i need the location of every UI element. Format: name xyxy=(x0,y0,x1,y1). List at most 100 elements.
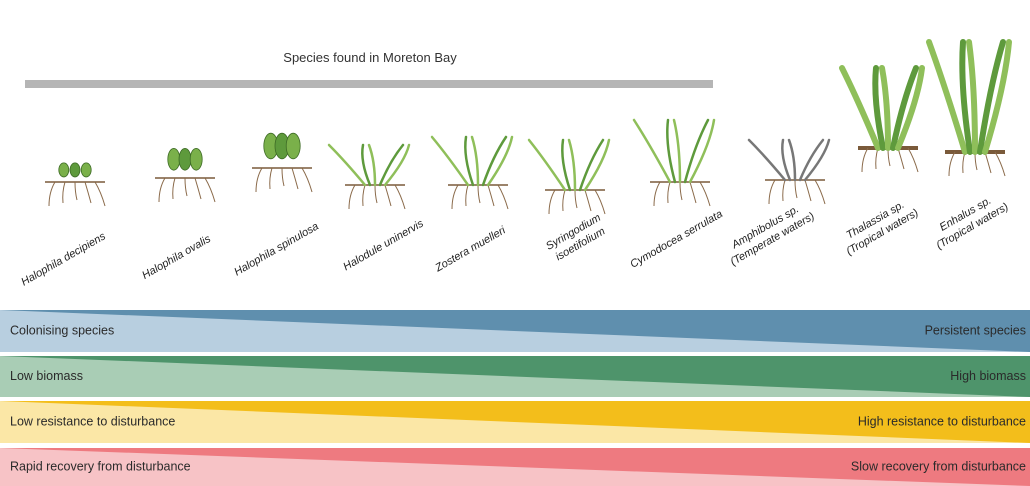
band-left-label: Rapid recovery from disturbance xyxy=(10,459,191,473)
root xyxy=(95,182,105,206)
root xyxy=(995,152,1005,176)
root xyxy=(282,168,284,186)
species-label: Cymodocea serrulata xyxy=(628,208,725,271)
root xyxy=(795,180,797,198)
root xyxy=(585,190,591,211)
moreton-bay-title: Species found in Moreton Bay xyxy=(283,50,457,65)
root xyxy=(862,148,868,172)
band-left-label: Low biomass xyxy=(10,369,83,383)
leaf xyxy=(190,148,202,170)
root xyxy=(963,152,965,173)
root xyxy=(815,180,825,204)
diagram: Species found in Moreton Bay Halophila d… xyxy=(0,0,1030,486)
root xyxy=(805,180,811,201)
band-right-label: Persistent species xyxy=(925,323,1026,337)
plant xyxy=(929,42,1009,176)
blade xyxy=(432,137,468,185)
blade xyxy=(362,145,370,185)
plant xyxy=(329,145,409,209)
root xyxy=(195,178,201,199)
root xyxy=(375,185,377,203)
moreton-bay-bar xyxy=(25,80,713,88)
gradient-band: Low biomass High biomass xyxy=(0,356,1030,397)
species-name: Zostera muelleri xyxy=(432,224,508,275)
root xyxy=(292,168,298,189)
blade xyxy=(667,120,675,182)
root xyxy=(949,152,955,176)
blade xyxy=(749,140,785,180)
band-right-label: High biomass xyxy=(950,369,1026,383)
root xyxy=(173,178,175,199)
blade xyxy=(634,120,670,182)
root xyxy=(185,178,187,196)
species-labels: Halophila decipiens Halophila ovalis Halop… xyxy=(19,189,1011,289)
gradient-band: Rapid recovery from disturbance Slow reco… xyxy=(0,448,1030,486)
species-label: Zostera muelleri xyxy=(432,224,508,275)
leaf xyxy=(59,163,69,177)
species-label: Enhalus sp.(Tropical waters) xyxy=(927,189,1011,252)
root xyxy=(488,185,494,206)
root xyxy=(159,178,165,202)
root xyxy=(205,178,215,202)
root xyxy=(783,180,785,201)
species-name: Cymodocea serrulata xyxy=(628,208,725,271)
plant xyxy=(842,68,922,172)
root xyxy=(466,185,468,206)
blade xyxy=(562,140,570,190)
plant xyxy=(749,140,829,204)
root xyxy=(498,185,508,209)
root xyxy=(478,185,480,203)
band-right-label: Slow recovery from disturbance xyxy=(851,459,1026,473)
gradient-band: Colonising species Persistent species xyxy=(0,310,1030,352)
species-name: Halophila decipiens xyxy=(19,230,108,288)
root xyxy=(876,148,878,169)
blade xyxy=(674,120,680,182)
root xyxy=(575,190,577,208)
species-name: Halodule uninervis xyxy=(341,217,426,273)
root xyxy=(302,168,312,192)
blade xyxy=(329,145,365,185)
band-right-label: High resistance to disturbance xyxy=(858,414,1026,428)
species-name: Halophila spinulosa xyxy=(232,220,321,278)
root xyxy=(63,182,65,203)
plant xyxy=(252,133,312,192)
root xyxy=(898,148,904,169)
leaf xyxy=(179,148,191,170)
plant xyxy=(432,137,512,209)
root xyxy=(654,182,660,206)
plant xyxy=(155,148,215,202)
blade xyxy=(472,137,478,185)
species-label: Halophila ovalis xyxy=(140,233,213,282)
root xyxy=(75,182,77,200)
root xyxy=(349,185,355,209)
species-label: Amphibolus sp.(Temperate waters) xyxy=(721,198,817,268)
root xyxy=(563,190,565,211)
root xyxy=(908,148,918,172)
plant xyxy=(45,163,105,206)
root xyxy=(49,182,55,206)
leaf xyxy=(70,163,80,177)
band-left-label: Low resistance to disturbance xyxy=(10,414,175,428)
blade xyxy=(569,140,575,190)
leaf xyxy=(168,148,180,170)
species-name: Halophila ovalis xyxy=(140,233,213,282)
root xyxy=(85,182,91,203)
blade xyxy=(465,137,473,185)
species-label: Halophila spinulosa xyxy=(232,220,321,278)
root xyxy=(549,190,555,214)
species-label: Halophila decipiens xyxy=(19,230,108,288)
blade xyxy=(529,140,565,190)
leaf xyxy=(286,133,300,159)
root xyxy=(690,182,696,203)
plant-illustrations xyxy=(45,42,1009,214)
species-label: Halodule uninervis xyxy=(341,217,426,273)
blade xyxy=(782,140,790,180)
root xyxy=(385,185,391,206)
root xyxy=(452,185,458,209)
plant xyxy=(529,140,609,214)
root xyxy=(985,152,991,173)
blade xyxy=(369,145,375,185)
band-left-label: Colonising species xyxy=(10,323,114,337)
blade xyxy=(789,140,795,180)
